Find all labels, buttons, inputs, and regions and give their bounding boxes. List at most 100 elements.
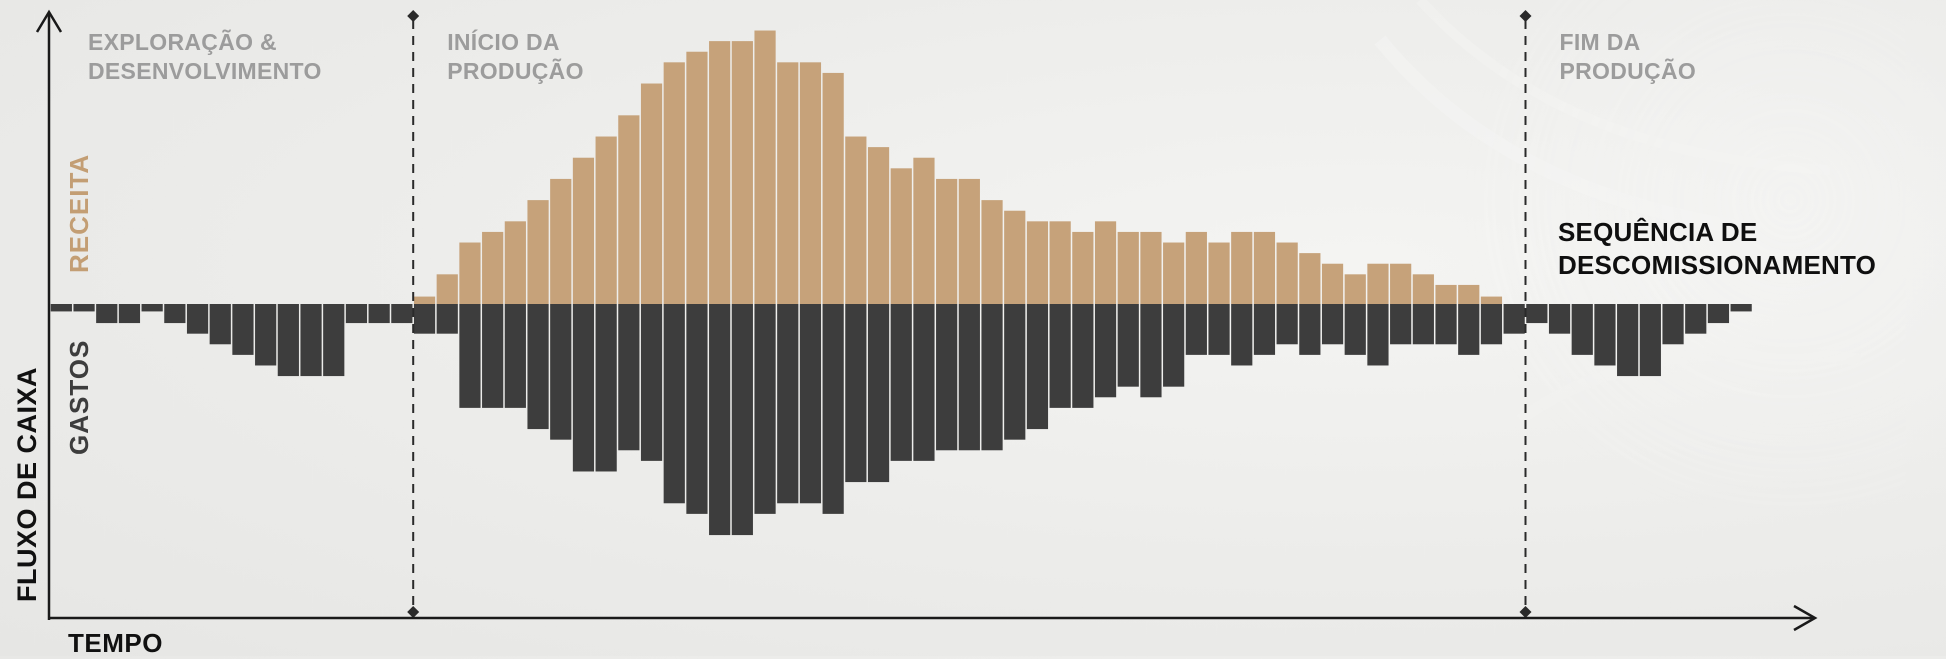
gastos-bar: [209, 304, 231, 345]
gastos-bar: [1185, 304, 1207, 355]
gastos-bar: [1707, 304, 1730, 324]
receita-bar: [550, 178, 572, 304]
gastos-bar: [1503, 304, 1525, 334]
receita-bar: [1458, 284, 1480, 304]
receita-bars: [413, 30, 1503, 305]
gastos-bar: [981, 304, 1003, 451]
gastos-bar: [1594, 304, 1616, 366]
phase-marker-diamond: [1519, 10, 1532, 22]
gastos-bar: [1571, 304, 1593, 355]
receita-bar: [1140, 231, 1162, 304]
gastos-bar: [1094, 304, 1117, 398]
gastos-bar: [504, 304, 526, 408]
gastos-bar: [96, 304, 118, 324]
receita-bar: [459, 242, 481, 304]
watermark-emblem: [1374, 0, 1946, 530]
gastos-bar: [368, 304, 390, 324]
gastos-bar: [754, 304, 776, 514]
gastos-bar: [1367, 304, 1389, 366]
gastos-bar: [890, 304, 912, 461]
gastos-bars: [50, 304, 1752, 536]
gastos-bar: [232, 304, 254, 355]
gastos-bar: [777, 304, 799, 504]
gastos-bar: [1163, 304, 1185, 387]
receita-bar: [1231, 231, 1253, 304]
gastos-bar: [913, 304, 935, 461]
y-axis-arrow-icon: [35, 9, 63, 33]
phase-label: INÍCIO DA PRODUÇÃO: [447, 29, 584, 84]
gastos-bar: [1662, 304, 1684, 345]
receita-bar: [1299, 253, 1321, 304]
receita-bar: [1367, 263, 1389, 304]
gastos-bar: [1458, 304, 1480, 355]
gastos-bar: [1072, 304, 1094, 408]
phase-marker-diamond: [407, 10, 420, 22]
receita-bar: [799, 62, 822, 304]
axes: [35, 9, 1818, 632]
gastos-label: GASTOS: [64, 339, 94, 455]
gastos-bar: [958, 304, 980, 451]
gastos-bar: [845, 304, 867, 483]
receita-bar: [1344, 274, 1366, 304]
gastos-bar: [1548, 304, 1571, 334]
gastos-bar: [141, 304, 163, 312]
receita-bar: [527, 200, 549, 304]
receita-bar: [1412, 274, 1434, 304]
receita-bar: [936, 178, 958, 304]
y-axis-label: FLUXO DE CAIXA: [12, 366, 42, 602]
receita-bar: [413, 296, 436, 304]
x-axis-arrow-icon: [1793, 604, 1818, 632]
receita-bar: [890, 168, 912, 304]
receita-bar: [981, 200, 1003, 304]
phase-marker-diamond: [1519, 606, 1532, 618]
gastos-bar: [118, 304, 141, 324]
receita-bar: [640, 83, 663, 305]
gastos-bar: [1412, 304, 1434, 345]
x-axis-label: TEMPO: [68, 628, 163, 658]
receita-bar: [731, 41, 753, 305]
gastos-bar: [936, 304, 958, 451]
receita-bar: [822, 72, 844, 304]
gastos-bar: [73, 304, 95, 312]
receita-bar: [595, 136, 617, 304]
phase-marker-diamond: [407, 606, 420, 618]
gastos-bar: [482, 304, 504, 408]
receita-bar: [1163, 242, 1185, 304]
gastos-bar: [1344, 304, 1366, 355]
gastos-bar: [1685, 304, 1707, 334]
receita-bar: [709, 41, 731, 305]
decommissioning-annotation: SEQUÊNCIA DE DESCOMISSIONAMENTO: [1558, 217, 1877, 280]
receita-bar: [686, 51, 708, 304]
receita-bar: [777, 62, 799, 304]
gastos-bar: [527, 304, 549, 430]
receita-bar: [913, 157, 935, 304]
gastos-bar: [1117, 304, 1139, 387]
gastos-bar: [1026, 304, 1049, 430]
gastos-bar: [1049, 304, 1071, 408]
gastos-bar: [1617, 304, 1639, 377]
gastos-bar: [1299, 304, 1321, 355]
gastos-bar: [1253, 304, 1276, 355]
receita-bar: [1480, 296, 1503, 304]
receita-bar: [1253, 231, 1276, 304]
receita-bar: [618, 115, 640, 304]
gastos-bar: [572, 304, 595, 472]
gastos-bar: [1730, 304, 1752, 312]
receita-bar: [1208, 242, 1230, 304]
receita-bar: [1026, 221, 1049, 304]
receita-bar: [504, 221, 526, 304]
gastos-bar: [1140, 304, 1162, 398]
receita-bar: [754, 30, 776, 305]
gastos-bar: [822, 304, 844, 514]
gastos-bar: [50, 304, 72, 312]
receita-bar: [867, 147, 890, 304]
gastos-bar: [436, 304, 458, 334]
gastos-bar: [686, 304, 708, 514]
gastos-bar: [1321, 304, 1344, 345]
gastos-bar: [1435, 304, 1457, 345]
receita-bar: [1094, 221, 1117, 304]
gastos-bar: [186, 304, 209, 334]
gastos-bar: [1276, 304, 1298, 345]
phase-label: EXPLORAÇÃO & DESENVOLVIMENTO: [88, 29, 322, 84]
